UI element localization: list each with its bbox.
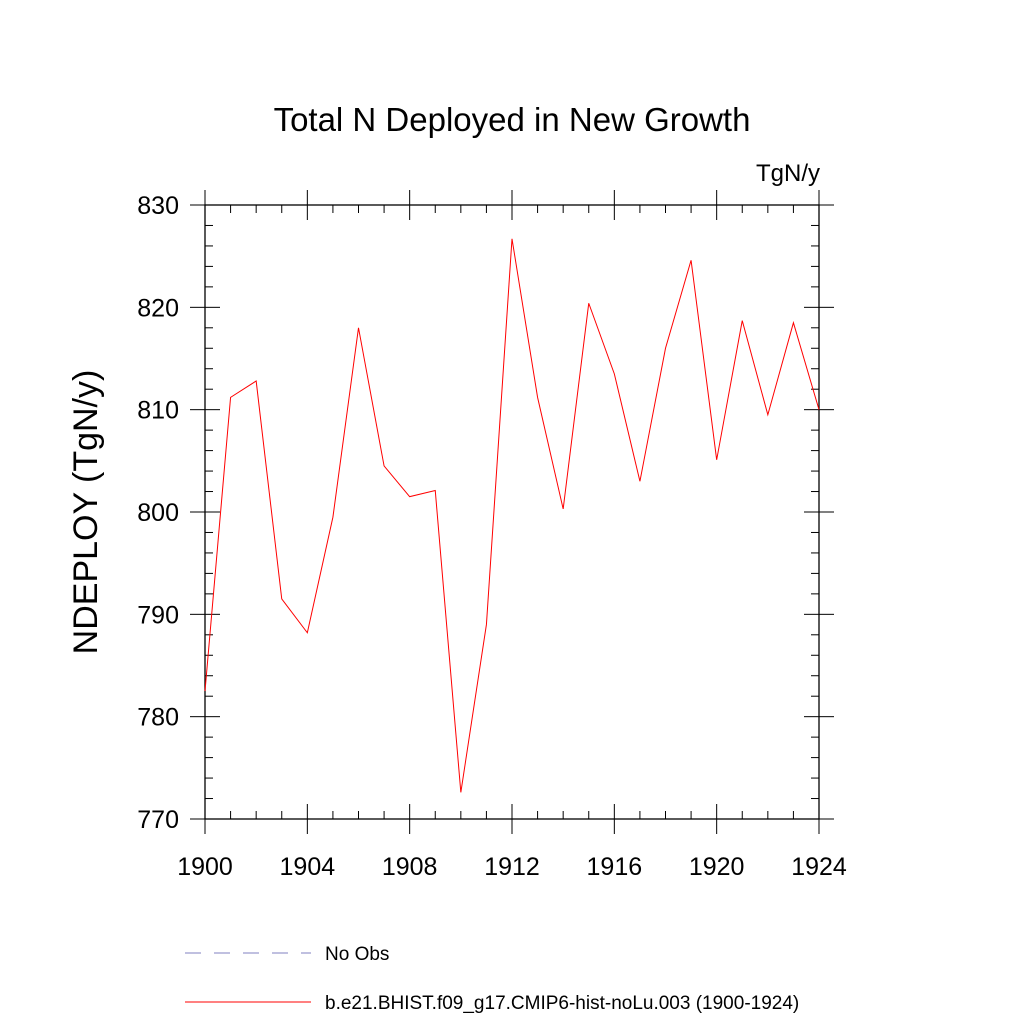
y-tick-label: 780 <box>137 704 179 732</box>
x-tick-label: 1916 <box>587 853 643 881</box>
y-axis-label: NDEPLOY (TgN/y) <box>67 370 105 655</box>
chart-title: Total N Deployed in New Growth <box>274 101 751 138</box>
y-tick-label: 820 <box>137 294 179 322</box>
legend-label: b.e21.BHIST.f09_g17.CMIP6-hist-noLu.003 … <box>325 993 799 1014</box>
axis-tick-labels: 770 780 790 800 810 820 830 1900 1904 1908 1912 191… <box>137 192 847 881</box>
plot-frame <box>204 204 820 820</box>
legend-label: No Obs <box>325 944 389 965</box>
legend: No Obs b.e21.BHIST.f09_g17.CMIP6-hist-noL… <box>185 944 799 1014</box>
y-tick-label: 790 <box>137 601 179 629</box>
units-label: TgN/y <box>756 160 820 187</box>
x-tick-label: 1924 <box>791 853 847 881</box>
x-tick-label: 1908 <box>382 853 438 881</box>
x-tick-label: 1900 <box>177 853 233 881</box>
x-tick-label: 1920 <box>689 853 745 881</box>
series-layer <box>204 238 820 793</box>
y-tick-label: 810 <box>137 397 179 425</box>
axis-ticks <box>190 190 834 834</box>
y-tick-label: 800 <box>137 499 179 527</box>
x-tick-label: 1912 <box>484 853 540 881</box>
series-line <box>204 238 820 793</box>
y-tick-label: 770 <box>137 806 179 834</box>
x-tick-label: 1904 <box>280 853 336 881</box>
y-tick-label: 830 <box>137 192 179 220</box>
